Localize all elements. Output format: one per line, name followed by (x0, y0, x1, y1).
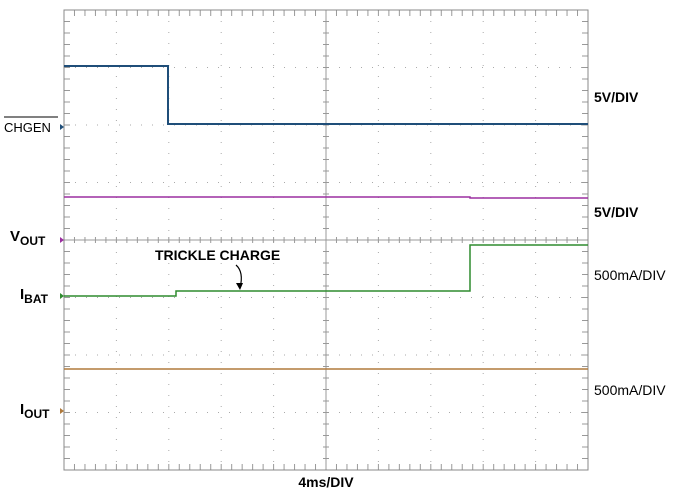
arrow-head (236, 283, 243, 290)
scale-label: 5V/DIV (594, 204, 639, 220)
marker (60, 237, 64, 243)
channel-label: IBAT (20, 286, 49, 306)
marker (60, 293, 64, 299)
label-main: I (20, 286, 24, 303)
grid (63, 9, 589, 471)
trace-chgen (64, 65, 588, 125)
scale-label: 500mA/DIV (594, 267, 666, 283)
channel-label: IOUT (20, 401, 50, 421)
label-sub: BAT (24, 292, 48, 306)
scale-label: 500mA/DIV (594, 382, 666, 398)
marker (60, 124, 64, 130)
timebase: 4ms/DIV (298, 474, 354, 490)
scale-label: 5V/DIV (594, 89, 639, 105)
channel-label: VOUT (10, 228, 46, 248)
marker (60, 408, 64, 414)
trace-vout (64, 196, 588, 199)
label-main: I (20, 401, 24, 418)
channel-label: CHGEN (4, 120, 51, 135)
label-main: V (10, 228, 20, 245)
trace-ibat (64, 244, 588, 297)
label-sub: OUT (20, 234, 46, 248)
annotation: TRICKLE CHARGE (155, 247, 280, 263)
label-sub: OUT (24, 407, 50, 421)
